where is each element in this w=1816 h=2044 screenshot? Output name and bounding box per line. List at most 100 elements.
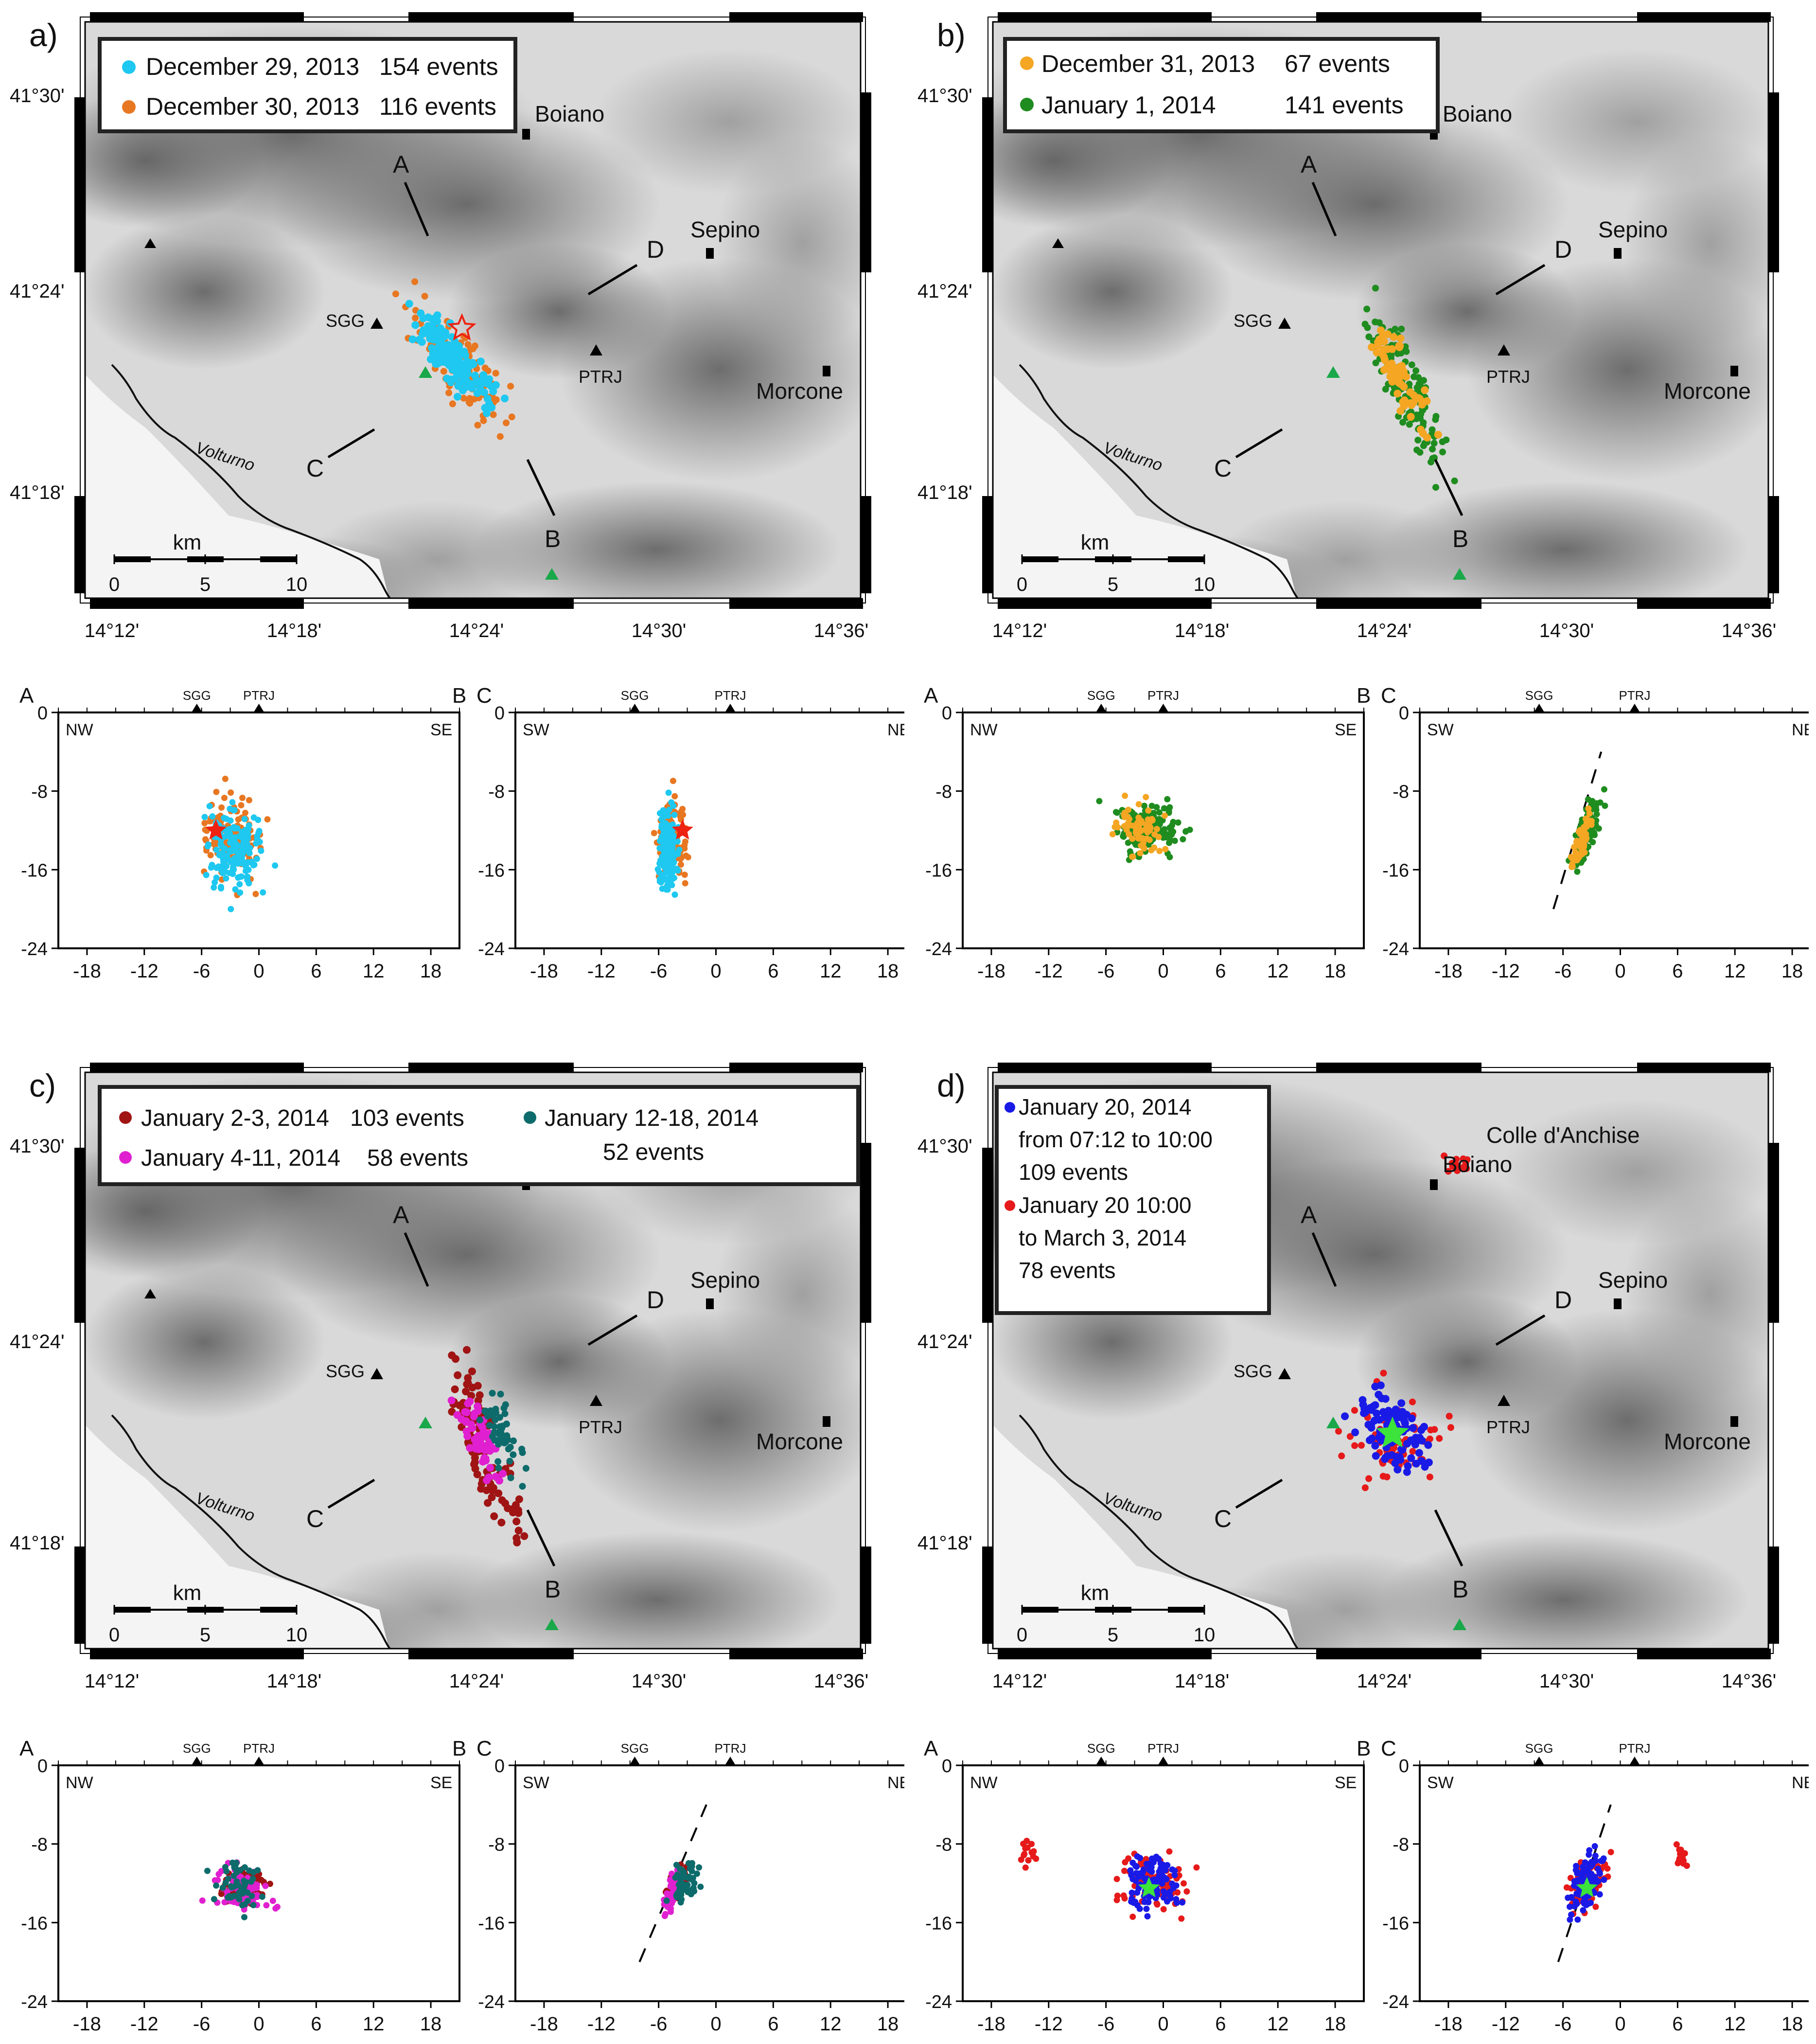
event-dot-jan20 <box>1421 1463 1429 1471</box>
profile-line-ab <box>404 1232 429 1287</box>
event-dot-jan1 <box>1406 421 1413 428</box>
x-tick-label: -6 <box>1097 960 1115 982</box>
legend-count: 52 events <box>603 1139 704 1165</box>
hypocenter-dot <box>1023 1837 1030 1844</box>
frame-bar <box>1637 12 1771 22</box>
event-dot-dec29 <box>405 300 413 308</box>
event-dot-dec29 <box>471 372 479 380</box>
event-dot-dec31 <box>1423 433 1431 442</box>
event-dot-jan2-3 <box>456 1401 464 1409</box>
hypocenter-dot <box>199 1897 206 1904</box>
event-dot-jan2-3 <box>458 1423 466 1431</box>
frame-bar <box>74 1148 85 1323</box>
event-dot-jan12-18 <box>500 1404 508 1412</box>
town-marker <box>522 129 530 140</box>
panel-letter: b) <box>937 17 966 53</box>
direction-label: NE <box>887 721 904 739</box>
scalebar-label: 0 <box>109 1624 120 1646</box>
event-dot-dec31 <box>1421 386 1429 394</box>
hypocenter-dot <box>1677 1850 1683 1857</box>
event-dot-jan2-3 <box>512 1517 521 1526</box>
y-tick-label: -8 <box>488 1835 505 1855</box>
y-tick-label: -24 <box>1382 939 1409 960</box>
hypocenter-dot <box>1136 1872 1143 1878</box>
profile-line-ab <box>526 1509 556 1567</box>
profile-end-label: C <box>1214 455 1232 482</box>
event-dot-jan2-3 <box>454 1371 462 1379</box>
event-dot-jan1 <box>1430 440 1438 447</box>
seismic-station-icon <box>144 238 156 248</box>
section-end-label: B <box>452 1737 466 1760</box>
x-tick-label: -12 <box>1492 960 1520 982</box>
direction-label: SE <box>430 721 452 739</box>
event-dot-dec31 <box>1400 402 1408 410</box>
section-start-label: C <box>1381 684 1396 708</box>
hypocenter-dot <box>219 870 226 876</box>
hypocenter-dot <box>204 1867 211 1874</box>
hypocenter-dot <box>1166 1848 1173 1855</box>
x-tick-label: 0 <box>1615 960 1625 982</box>
event-dot-jan12-18 <box>503 1438 510 1445</box>
event-dot-jan1 <box>1416 449 1424 456</box>
hypocenter-dot <box>1592 1903 1599 1910</box>
event-dot-late <box>1426 1474 1433 1481</box>
panel-letter: d) <box>937 1067 966 1103</box>
event-dot-dec30 <box>465 398 473 406</box>
seismic-station-icon <box>1278 1368 1291 1379</box>
frame-bar <box>998 598 1212 609</box>
profile-end-label: B <box>545 525 561 552</box>
hypocenter-dot <box>674 838 681 845</box>
map-panel-d: Volturno14°12'14°18'14°24'14°30'14°36'14… <box>908 1050 1816 1705</box>
hypocenter-dot <box>1121 814 1128 820</box>
station-icon <box>1158 1757 1169 1765</box>
station-icon <box>629 1757 640 1765</box>
hypocenter-dot <box>1170 818 1177 825</box>
hypocenter-dot <box>223 875 229 882</box>
hypocenter-dot <box>1139 835 1146 841</box>
profile-end-label: B <box>1452 525 1468 552</box>
event-dot-dec29 <box>408 335 417 343</box>
longitude-label: 14°30' <box>632 1671 687 1692</box>
event-dot-jan1 <box>1439 448 1446 456</box>
hypocenter-dot <box>1591 1843 1598 1849</box>
hypocenter-dot <box>1182 828 1189 835</box>
event-dot-late <box>1459 1164 1466 1171</box>
frame-bar <box>90 12 304 22</box>
x-tick-label: -12 <box>587 960 616 982</box>
hypocenter-dot <box>1193 1864 1200 1871</box>
y-tick-label: -8 <box>31 782 48 802</box>
hypocenter-dot <box>243 868 249 874</box>
event-dot-jan20 <box>1404 1462 1412 1470</box>
hypocenter-dot <box>1163 1876 1170 1883</box>
frame-bar <box>90 598 304 609</box>
event-dot-dec30 <box>503 419 510 427</box>
station-label: PTRJ <box>1147 688 1179 703</box>
hypocenter-dot <box>264 816 271 823</box>
x-tick-label: -6 <box>650 2013 668 2035</box>
event-dot-dec31 <box>1394 372 1402 380</box>
section-c-ab: A B NW SE -18 -12 -6 0 6 12 18 0 -8 -16 -24 SGG PTRJ <box>10 1726 472 2044</box>
hypocenter-dot <box>1144 1913 1151 1920</box>
hypocenter-dot <box>1145 807 1152 814</box>
section-end-label: B <box>1357 1737 1371 1760</box>
hypocenter-dot <box>221 795 228 801</box>
event-dot-late <box>1358 1442 1365 1449</box>
y-tick-label: -16 <box>925 860 952 881</box>
station-icon <box>629 704 640 712</box>
hypocenter-dot <box>654 866 661 872</box>
event-dot-jan20 <box>1368 1434 1376 1442</box>
hypocenter-dot <box>661 1913 668 1920</box>
frame-bar <box>861 1143 871 1323</box>
event-dot-dec31 <box>1390 333 1398 341</box>
hypocenter-dot <box>246 1867 253 1874</box>
profile-line-ab <box>1311 1232 1337 1287</box>
hypocenter-dot <box>238 802 245 809</box>
profile-end-label: D <box>647 1286 664 1314</box>
frame-bar <box>998 1063 1212 1072</box>
hypocenter-dot <box>696 1864 703 1871</box>
event-dot-late <box>1351 1407 1358 1414</box>
scalebar-segment <box>260 1607 297 1613</box>
event-dot-dec29 <box>428 344 436 352</box>
profile-end-label: D <box>1554 1286 1572 1314</box>
event-dot-late <box>1431 1426 1438 1433</box>
